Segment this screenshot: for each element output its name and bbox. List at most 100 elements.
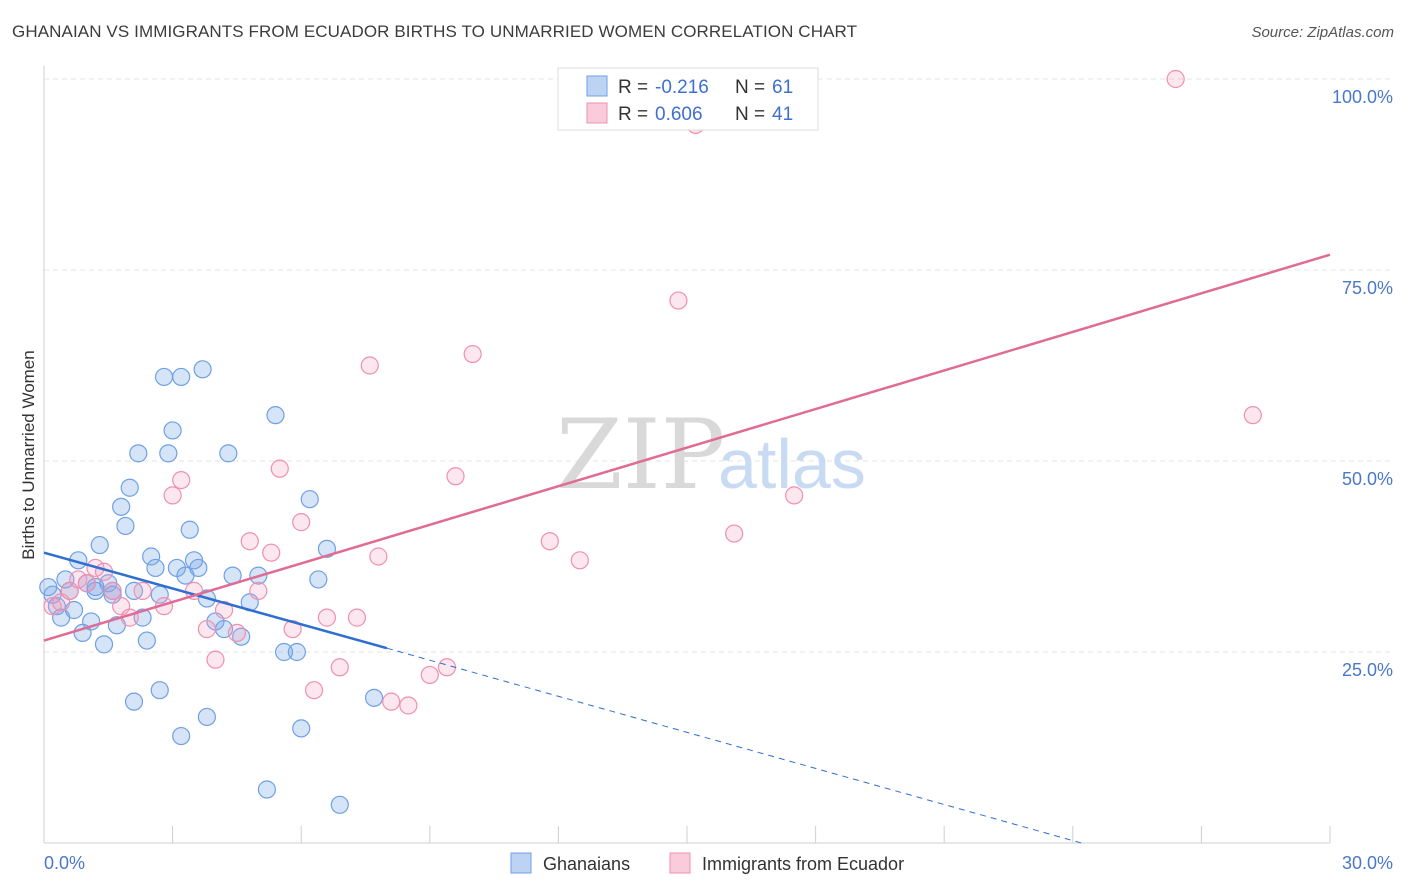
ecuador-point-36 [463, 344, 482, 364]
ecuador-point-37 [540, 532, 559, 551]
ghanaians-point-13 [94, 635, 114, 654]
ecuador-point-28 [347, 608, 367, 627]
ecuador-point-27 [330, 658, 349, 677]
ecuador-point-19 [240, 532, 259, 551]
ghanaians-point-12 [90, 535, 109, 555]
axes [43, 66, 1331, 844]
ghanaians-point-22 [129, 444, 148, 463]
bottom-legend-ghanaians: Ghanaians [543, 854, 630, 874]
ecuador-point-38 [570, 551, 589, 570]
ghanaians-point-50 [309, 570, 328, 589]
legend-n-label-1: N = [735, 77, 765, 98]
ecuador-point-20 [249, 581, 268, 600]
ecuador-point-10 [133, 581, 152, 600]
x-tick-min: 0.0% [44, 853, 85, 873]
ecuador-point-39 [669, 291, 688, 310]
legend-swatch-ecuador [586, 102, 608, 124]
ghanaians-point-25 [137, 631, 156, 650]
legend-n-value-2: 41 [772, 104, 793, 125]
ghanaians-trend-line [43, 551, 388, 650]
ghanaians-point-58 [292, 719, 311, 738]
ghanaians-point-19 [86, 577, 105, 597]
ghanaians-point-56 [197, 707, 216, 727]
ghanaians-point-52 [124, 692, 144, 711]
x-tick-max: 30.0% [1342, 853, 1393, 873]
legend-r-label-1: R = [618, 77, 648, 98]
ecuador-point-44 [1243, 406, 1262, 425]
ecuador-point-34 [437, 658, 457, 677]
grid-lines [44, 78, 1394, 653]
source-label: Source: ZipAtlas.com [1251, 24, 1394, 41]
legend-n-value-1: 61 [772, 77, 793, 98]
ecuador-point-25 [304, 681, 324, 700]
bottom-legend-ecuador: Immigrants from Ecuador [702, 854, 904, 874]
ecuador-point-18 [227, 623, 246, 643]
ghanaians-point-18 [116, 516, 135, 536]
ecuador-point-42 [785, 486, 804, 505]
ecuador-point-35 [446, 467, 465, 486]
ecuador-point-24 [292, 513, 311, 532]
ghanaians-point-29 [159, 444, 178, 463]
ghanaians-point-55 [172, 726, 191, 746]
ecuador-point-30 [369, 547, 388, 566]
ecuador-point-26 [317, 608, 337, 627]
ecuador-point-12 [163, 486, 182, 505]
ecuador-point-16 [206, 650, 225, 669]
ghanaians-trend-extension [386, 647, 1082, 844]
ghanaians-point-59 [330, 795, 349, 814]
ecuador-point-43 [1166, 69, 1185, 89]
legend-r-label-2: R = [618, 104, 648, 125]
y-tick-label-100: 100.0% [1332, 87, 1393, 107]
correlation-legend: R = -0.216 N = 61 R = 0.606 N = 41 [557, 67, 819, 131]
ghanaians-point-27 [146, 558, 165, 578]
bottom-swatch-ecuador [669, 852, 691, 874]
ghanaians-point-32 [172, 367, 191, 387]
ecuador-point-4 [77, 574, 96, 593]
ecuador-point-22 [270, 459, 289, 478]
ghanaians-point-36 [189, 558, 208, 578]
ghanaians-point-30 [163, 421, 182, 440]
ghanaians-point-34 [180, 520, 199, 539]
y-tick-label-50: 50.0% [1342, 469, 1393, 489]
legend-r-value-2: 0.606 [655, 104, 703, 125]
ghanaians-point-49 [300, 490, 319, 509]
watermark-zip: ZIP [556, 399, 725, 511]
ghanaians-point-47 [274, 642, 294, 662]
trend-lines [43, 253, 1331, 844]
ecuador-point-15 [197, 619, 216, 639]
bottom-swatch-ghanaians [510, 852, 532, 874]
ghanaians-point-4 [56, 570, 75, 589]
y-tick-label-25: 25.0% [1342, 660, 1393, 680]
ghanaians-point-20 [120, 478, 139, 497]
series-legend: Ghanaians Immigrants from Ecuador [510, 852, 904, 874]
ghanaians-point-60 [364, 688, 384, 707]
ecuador-point-41 [725, 524, 744, 543]
legend-r-value-1: -0.216 [655, 77, 709, 98]
ecuador-trend-line [43, 253, 1331, 642]
ecuador-point-29 [360, 356, 379, 375]
ecuador-point-32 [399, 696, 418, 715]
legend-n-label-2: N = [735, 104, 765, 125]
ghanaians-point-46 [266, 406, 285, 425]
ghanaians-point-54 [154, 367, 174, 387]
ghanaians-point-57 [257, 780, 277, 799]
legend-swatch-ghanaians [586, 75, 608, 97]
ecuador-point-23 [283, 619, 302, 639]
watermark-atlas: atlas [718, 425, 866, 503]
ecuador-point-21 [262, 543, 281, 562]
ecuador-point-7 [103, 581, 122, 600]
ghanaians-point-37 [193, 360, 212, 379]
ecuador-point-3 [69, 570, 88, 589]
ecuador-point-13 [172, 471, 191, 490]
ghanaians-point-53 [150, 681, 169, 700]
ecuador-point-17 [214, 600, 234, 620]
y-tick-labels: 25.0% 50.0% 75.0% 100.0% [1332, 87, 1393, 680]
ghanaians-point-48 [287, 642, 307, 662]
ghanaians-point-17 [112, 497, 131, 516]
chart-title: GHANAIAN VS IMMIGRANTS FROM ECUADOR BIRT… [12, 22, 858, 41]
y-tick-label-75: 75.0% [1342, 278, 1393, 298]
ghanaians-point-41 [219, 444, 238, 463]
ghanaians-point-26 [142, 547, 161, 566]
ecuador-point-33 [420, 665, 439, 685]
